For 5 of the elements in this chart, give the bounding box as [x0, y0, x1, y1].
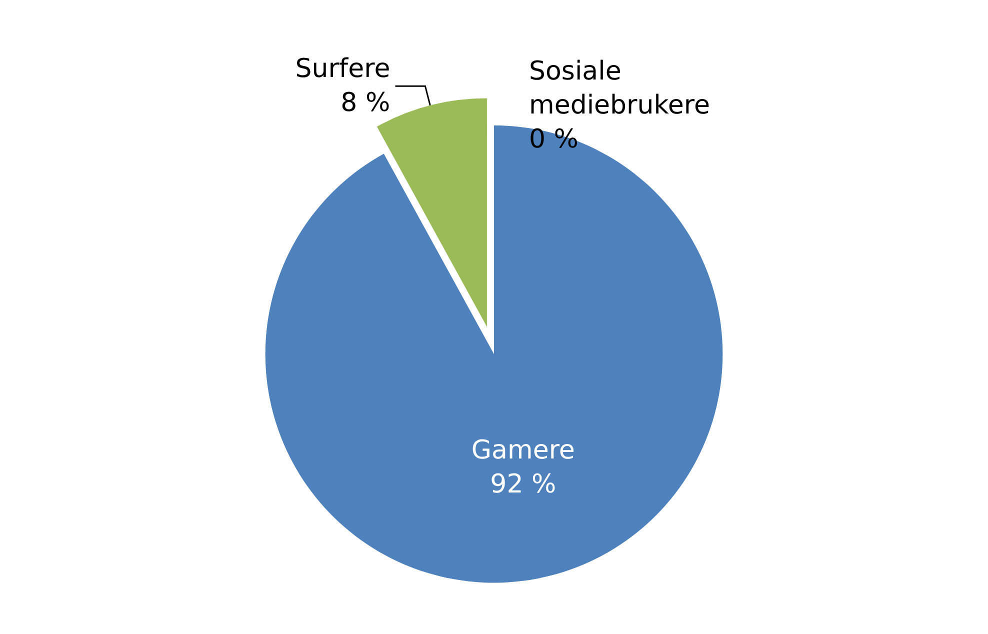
slice-label: Surfere	[295, 54, 390, 84]
data-label: 8 %	[340, 88, 390, 118]
slice-label: Gamere	[471, 436, 575, 466]
category-label: Sosiale mediebrukere	[529, 56, 710, 120]
data-label: 92 %	[490, 470, 556, 500]
